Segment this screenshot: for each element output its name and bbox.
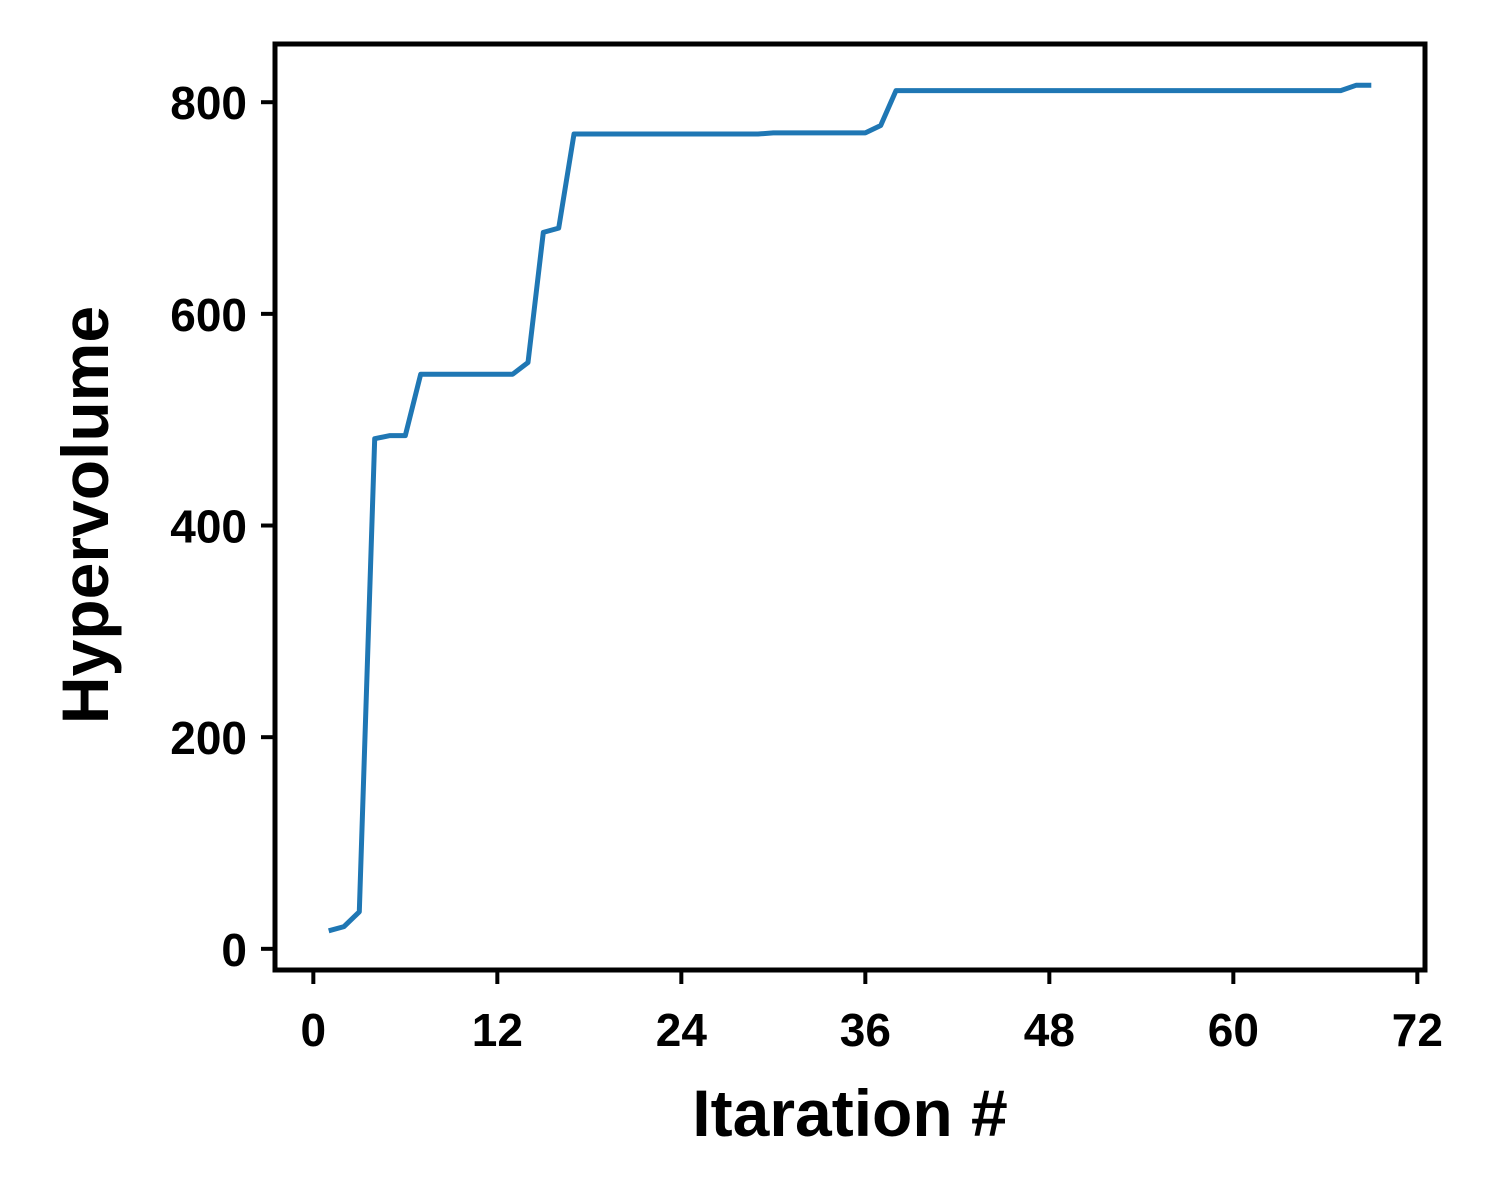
x-tick-label: 36 (840, 1004, 891, 1056)
y-tick-label: 400 (170, 501, 247, 553)
x-tick-label: 72 (1392, 1004, 1443, 1056)
chart-marks: 0 12 24 36 48 60 72 0 200 400 600 800 (170, 41, 1443, 1056)
x-tick-label: 60 (1208, 1004, 1259, 1056)
y-axis-label: Hypervolume (48, 306, 122, 724)
x-tick-label: 24 (656, 1004, 708, 1056)
y-tick-label: 800 (170, 77, 247, 129)
y-tick-label: 600 (170, 289, 247, 341)
x-tick-label: 48 (1024, 1004, 1075, 1056)
plot-frame (272, 41, 1428, 973)
x-axis-label: Itaration # (692, 1076, 1007, 1150)
x-tick-label: 12 (472, 1004, 523, 1056)
x-tick-label: 0 (301, 1004, 327, 1056)
y-tick-label: 200 (170, 712, 247, 764)
series-line-0 (328, 82, 1372, 934)
y-tick-label: 0 (221, 924, 247, 976)
